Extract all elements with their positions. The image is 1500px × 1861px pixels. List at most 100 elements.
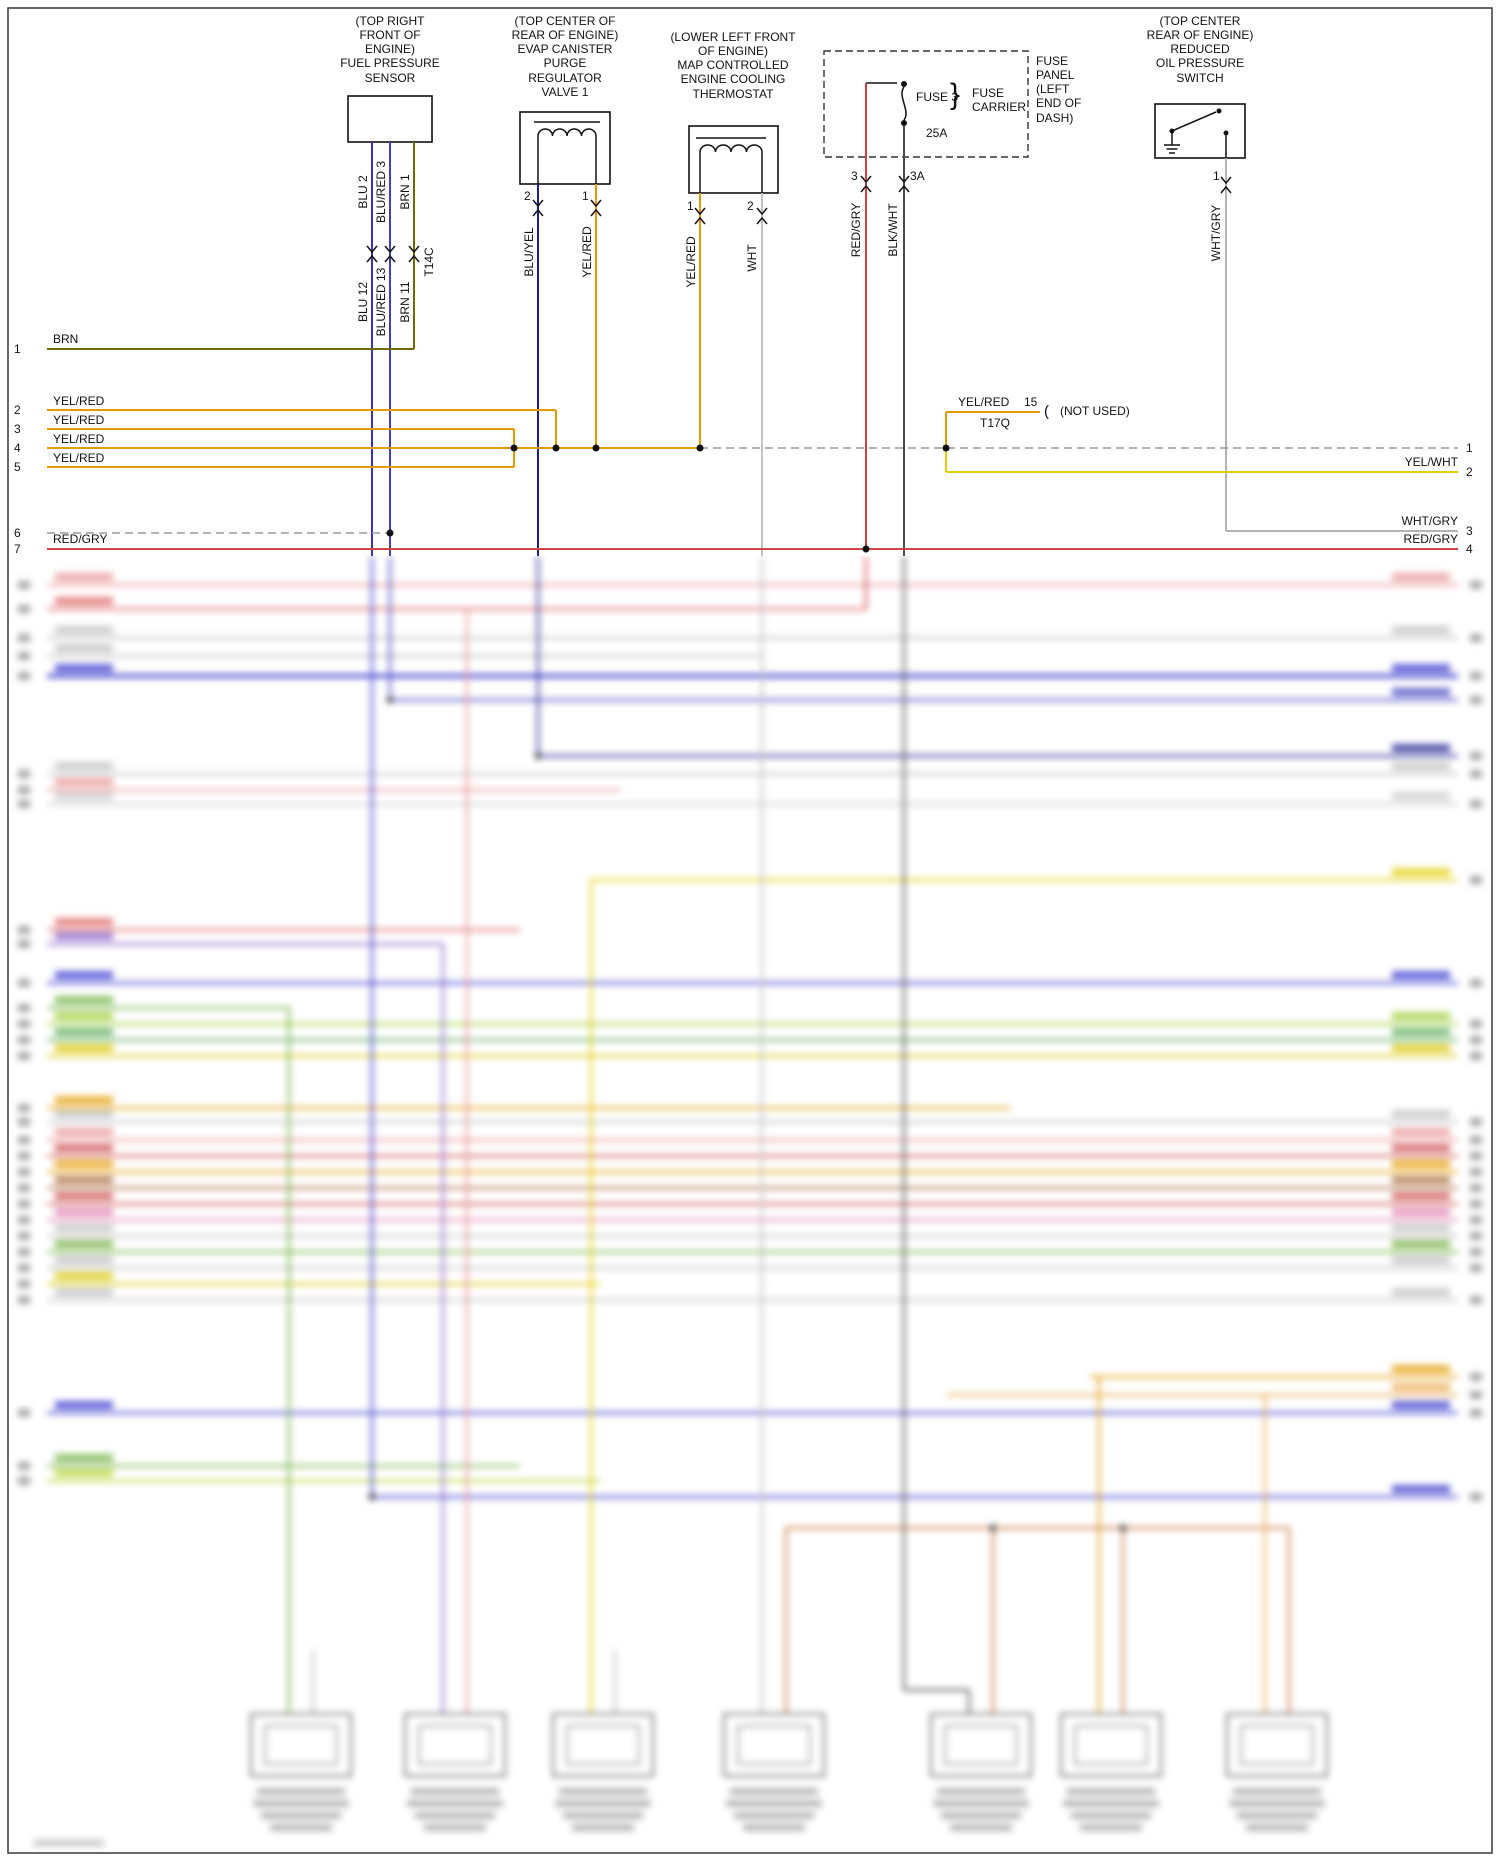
blurred-row-number-blob <box>18 1462 30 1470</box>
blurred-row-number-blob <box>18 1184 30 1192</box>
left-row-wire-label: BRN <box>53 332 79 346</box>
blurred-caption-blob <box>743 1824 805 1831</box>
blurred-diagram-region <box>18 556 1482 1846</box>
not-used-note: (NOT USED) <box>1060 404 1130 418</box>
evap-pin-number: 2 <box>524 189 531 203</box>
blurred-row-number-blob <box>1470 1136 1482 1144</box>
blurred-row-number-blob <box>18 1152 30 1160</box>
connector-chevron <box>408 254 420 263</box>
blurred-label-blob <box>1392 626 1450 634</box>
blurred-label-blob <box>55 1044 113 1052</box>
blurred-row-number-blob <box>1470 1020 1482 1028</box>
right-row-number: 1 <box>1466 441 1473 455</box>
connector-chevron <box>694 207 706 216</box>
blurred-component-box <box>1226 1713 1328 1777</box>
blurred-label-blob <box>1392 1365 1450 1373</box>
left-row-wire-label: YEL/RED <box>53 432 105 446</box>
connector-id-t14c: T14C <box>421 247 436 277</box>
sensor-wire-label-top: BLU/RED 3 <box>373 160 388 224</box>
blurred-row-number-blob <box>18 605 30 613</box>
blurred-label-blob <box>55 1401 113 1409</box>
blurred-row-number-blob <box>1470 1232 1482 1240</box>
blurred-junction-dot <box>1119 1524 1127 1532</box>
blurred-caption-blob <box>559 1788 647 1795</box>
fuse-rating: 25A <box>926 126 948 140</box>
blurred-label-blob <box>55 1454 113 1462</box>
junction-dot <box>552 444 560 452</box>
blurred-caption-blob <box>937 1788 1025 1795</box>
connector-chevron <box>898 175 910 184</box>
blurred-label-blob <box>55 1256 113 1264</box>
blurred-component-box <box>1060 1713 1162 1777</box>
right-row-wire-label: RED/GRY <box>1403 532 1458 546</box>
blurred-label-blob <box>1392 1224 1450 1232</box>
sensor-wire-label-bottom: BLU 12 <box>355 281 370 323</box>
blurred-row-number-blob <box>18 1168 30 1176</box>
left-row-number: 4 <box>14 441 21 455</box>
blurred-row-number-blob <box>18 634 30 642</box>
blurred-caption-blob <box>933 1800 1029 1807</box>
not-used-pin: 15 <box>1024 395 1038 409</box>
connector-chevron <box>1220 185 1232 194</box>
evap-wire-label: BLU/YEL <box>521 227 536 277</box>
blurred-label-blob <box>1392 744 1450 752</box>
left-row-wire-label: YEL/RED <box>53 394 105 408</box>
blurred-label-blob <box>1392 1192 1450 1200</box>
blurred-row-number-blob <box>1470 1216 1482 1224</box>
junction-dot <box>942 444 950 452</box>
left-row-number: 3 <box>14 422 21 436</box>
thermostat-wire-label: YEL/RED <box>683 236 698 288</box>
blurred-row-number-blob <box>18 1280 30 1288</box>
blurred-label-blob <box>1392 664 1450 672</box>
left-row-wire-label: YEL/RED <box>53 413 105 427</box>
thermostat-label: (LOWER LEFT FRONT OF ENGINE) MAP CONTROL… <box>670 30 796 101</box>
blurred-row-number-blob <box>1470 1036 1482 1044</box>
evap-pin-number: 1 <box>582 189 589 203</box>
blurred-component-box-inner <box>1240 1725 1314 1765</box>
left-row-number: 7 <box>14 542 21 556</box>
connector-chevron <box>756 207 768 216</box>
blurred-component-box-inner <box>1074 1725 1148 1765</box>
connector-chevron <box>532 199 544 208</box>
connector-chevron <box>860 184 872 193</box>
blurred-watermark-blob <box>34 1840 104 1846</box>
blurred-caption-blob <box>411 1788 499 1795</box>
blurred-label-blob <box>55 1272 113 1280</box>
left-row-number: 6 <box>14 526 21 540</box>
blurred-row-number-blob <box>18 1004 30 1012</box>
sensor-wire-label-bottom: BRN 11 <box>397 281 412 323</box>
blurred-label-blob <box>1392 688 1450 696</box>
blurred-caption-blob <box>1246 1824 1308 1831</box>
blurred-row-number-blob <box>1470 1264 1482 1272</box>
blurred-label-blob <box>1392 1028 1450 1036</box>
junction-dot <box>386 529 394 537</box>
evap-valve-symbol <box>519 111 611 556</box>
blurred-caption-blob <box>261 1812 341 1819</box>
blurred-row-number-blob <box>18 1052 30 1060</box>
connector-chevron <box>532 208 544 217</box>
junction-dot <box>510 444 518 452</box>
blurred-caption-blob <box>734 1812 814 1819</box>
left-row-number: 5 <box>14 460 21 474</box>
page-border <box>7 7 1493 1854</box>
blurred-caption-blob <box>257 1788 345 1795</box>
blurred-label-blob <box>55 1240 113 1248</box>
blurred-component-box-inner <box>737 1725 811 1765</box>
blurred-label-blob <box>55 644 113 652</box>
blurred-row-number-blob <box>1470 1493 1482 1501</box>
blurred-junction-dot <box>368 1493 376 1501</box>
blurred-row-number-blob <box>18 1409 30 1417</box>
blurred-component-box-inner <box>418 1725 492 1765</box>
blurred-label-blob <box>1392 1256 1450 1264</box>
blurred-label-blob <box>55 1192 113 1200</box>
blurred-component-box <box>930 1713 1032 1777</box>
thermostat-pin-number: 2 <box>747 199 754 213</box>
blurred-label-blob <box>55 1096 113 1104</box>
blurred-label-blob <box>55 1160 113 1168</box>
blurred-row-number-blob <box>18 1248 30 1256</box>
blurred-label-blob <box>55 664 113 672</box>
oil-switch-pin-number: 1 <box>1213 169 1220 183</box>
blurred-component-box <box>250 1713 352 1777</box>
blurred-row-number-blob <box>18 1104 30 1112</box>
blurred-label-blob <box>1392 1288 1450 1296</box>
